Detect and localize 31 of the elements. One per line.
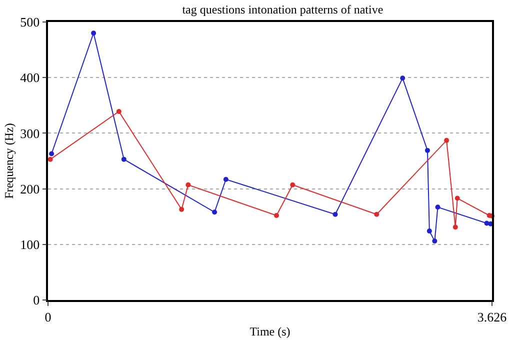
- point: [432, 238, 438, 244]
- point: [212, 210, 218, 215]
- y-tick-label: 400: [20, 70, 40, 86]
- point: [121, 156, 126, 162]
- point: [452, 224, 458, 230]
- point: [179, 206, 184, 212]
- point: [426, 228, 432, 234]
- y-tick-label: 300: [20, 126, 40, 141]
- point: [374, 212, 380, 217]
- point: [332, 212, 338, 217]
- point: [274, 212, 279, 218]
- x-axis-title: Time (s): [250, 324, 290, 339]
- point: [454, 196, 460, 201]
- point: [91, 30, 96, 36]
- point: [444, 138, 450, 143]
- y-tick-label: 200: [20, 181, 40, 196]
- point: [223, 176, 228, 182]
- point: [116, 109, 122, 114]
- point: [290, 182, 296, 188]
- point: [49, 151, 54, 156]
- x-tick-label: 3.626: [477, 309, 508, 324]
- point: [48, 156, 53, 162]
- y-axis-title: Frequency (Hz): [2, 123, 16, 199]
- point: [400, 76, 406, 81]
- chart-title: tag questions intonation patterns of native: [182, 2, 384, 16]
- y-tick-label: 0: [33, 292, 40, 308]
- point: [424, 148, 430, 153]
- point: [186, 182, 191, 188]
- point: [435, 204, 440, 210]
- y-tick-label: 500: [20, 14, 40, 30]
- y-tick-label: 100: [20, 236, 40, 252]
